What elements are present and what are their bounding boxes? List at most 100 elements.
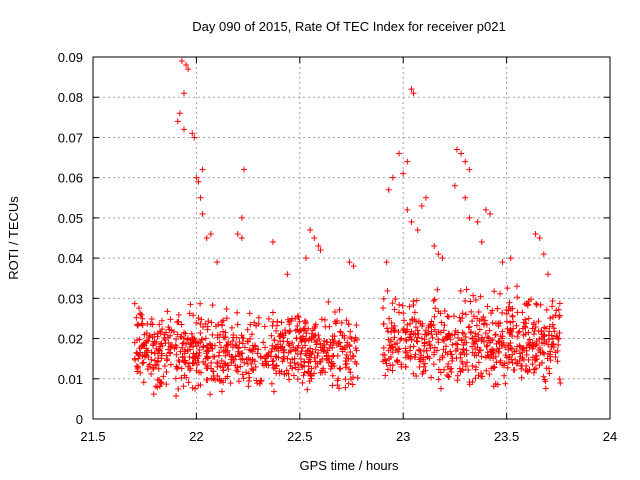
data-point xyxy=(451,331,458,338)
data-point xyxy=(470,292,477,299)
x-tick-label: 22.5 xyxy=(287,429,312,444)
data-point xyxy=(205,348,212,355)
data-point xyxy=(303,330,310,337)
data-point xyxy=(539,349,546,356)
data-point xyxy=(308,375,315,382)
data-point xyxy=(257,354,264,361)
data-point xyxy=(433,331,440,338)
data-point xyxy=(167,316,174,323)
data-point xyxy=(139,315,146,322)
data-point xyxy=(239,350,246,357)
data-point xyxy=(136,345,143,352)
data-point xyxy=(141,349,148,356)
data-point xyxy=(502,352,509,359)
data-point xyxy=(479,373,486,380)
y-tick-label: 0.06 xyxy=(58,171,83,186)
data-point xyxy=(151,357,158,364)
data-point xyxy=(190,359,197,366)
data-point xyxy=(245,338,252,345)
data-point xyxy=(253,322,260,329)
data-point xyxy=(529,325,536,332)
data-point xyxy=(523,363,530,370)
data-point xyxy=(538,327,545,334)
data-point xyxy=(454,341,461,348)
data-point xyxy=(214,334,221,341)
data-point xyxy=(251,319,258,326)
data-point xyxy=(515,329,522,336)
data-point xyxy=(223,305,230,312)
data-point xyxy=(353,347,360,354)
data-point xyxy=(388,319,395,326)
data-point xyxy=(309,349,316,356)
data-point xyxy=(286,321,293,328)
data-point xyxy=(162,336,169,343)
data-point xyxy=(133,363,140,370)
data-point xyxy=(336,365,343,372)
data-point xyxy=(323,349,330,356)
data-point xyxy=(314,353,321,360)
data-point xyxy=(156,383,163,390)
data-point xyxy=(482,317,489,324)
data-point xyxy=(191,134,198,141)
data-point xyxy=(517,343,524,350)
data-point xyxy=(161,331,168,338)
ticks-layer: 0 0.01 0.02 0.03 0.04 0.05 0.06 0.07 0.08 0.09 21.… xyxy=(58,50,618,444)
data-point xyxy=(432,305,439,312)
data-point xyxy=(325,353,332,360)
data-point xyxy=(233,342,240,349)
data-point xyxy=(495,338,502,345)
data-point xyxy=(484,342,491,349)
data-point xyxy=(276,368,283,375)
data-point xyxy=(295,366,302,373)
data-point xyxy=(513,347,520,354)
data-point xyxy=(174,118,181,125)
data-point xyxy=(383,360,390,367)
data-point xyxy=(214,259,221,266)
data-point xyxy=(329,333,336,340)
data-point xyxy=(546,336,553,343)
data-point xyxy=(502,380,509,387)
data-point xyxy=(455,334,462,341)
data-point xyxy=(248,331,255,338)
data-point xyxy=(190,343,197,350)
data-point xyxy=(353,360,360,367)
data-point xyxy=(406,303,413,310)
data-point xyxy=(448,351,455,358)
data-point xyxy=(326,323,333,330)
y-axis-label: ROTI / TECUs xyxy=(6,196,21,280)
data-point xyxy=(469,343,476,350)
data-point xyxy=(193,319,200,326)
data-point xyxy=(220,328,227,335)
data-point xyxy=(500,362,507,369)
data-point xyxy=(270,365,277,372)
data-point xyxy=(176,110,183,117)
data-point xyxy=(150,391,157,398)
data-point xyxy=(452,327,459,334)
data-point xyxy=(514,294,521,301)
data-point xyxy=(163,369,170,376)
data-point xyxy=(427,321,434,328)
data-point xyxy=(346,366,353,373)
data-point xyxy=(491,288,498,295)
data-point xyxy=(246,374,253,381)
data-point xyxy=(307,345,314,352)
data-point xyxy=(194,355,201,362)
data-point xyxy=(488,310,495,317)
data-point xyxy=(529,361,536,368)
data-point xyxy=(532,365,539,372)
y-tick-label: 0.09 xyxy=(58,50,83,65)
data-point xyxy=(265,315,272,322)
data-point xyxy=(404,206,411,213)
data-point xyxy=(294,360,301,367)
data-point xyxy=(384,325,391,332)
data-point xyxy=(305,337,312,344)
data-point xyxy=(218,322,225,329)
data-point xyxy=(394,359,401,366)
data-point xyxy=(224,373,231,380)
data-point xyxy=(543,325,550,332)
x-axis-label: GPS time / hours xyxy=(300,458,399,473)
data-point xyxy=(260,339,267,346)
data-point xyxy=(301,317,308,324)
y-tick-label: 0.05 xyxy=(58,211,83,226)
data-point xyxy=(180,90,187,97)
